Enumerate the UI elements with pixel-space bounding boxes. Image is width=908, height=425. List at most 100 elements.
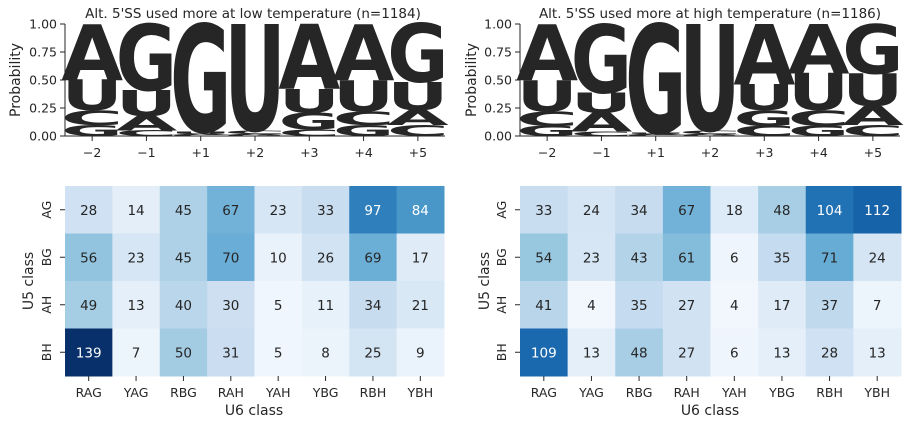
logo-letter-G: G xyxy=(387,9,448,102)
heatmap-cell xyxy=(349,328,398,377)
x-tick-label: RBG xyxy=(626,385,653,400)
heatmap-cell-label: 17 xyxy=(773,298,790,314)
logo-letter-C: C xyxy=(387,122,449,140)
heatmap-cell xyxy=(710,186,759,234)
heatmap-cell xyxy=(112,281,161,329)
heatmap-cell-label: 26 xyxy=(317,250,334,266)
heatmap-cell-label: 45 xyxy=(175,250,192,266)
heatmap-cell-label: 48 xyxy=(630,345,647,361)
heatmap-cell xyxy=(207,281,255,329)
heatmap-cell-label: 9 xyxy=(416,345,425,361)
heatmap-cell xyxy=(520,328,569,377)
heatmap-cell-label: 6 xyxy=(730,250,739,266)
logo-letter-G: G xyxy=(842,11,903,90)
x-tick-label: RAG xyxy=(531,385,557,400)
heatmap-high-xtick-labels: RAG YAG RBG RAH YAH YBG RBH YBH xyxy=(531,376,890,400)
heatmap-cell-label: 54 xyxy=(535,250,552,266)
logo-letter-C: C xyxy=(224,130,287,135)
heatmap-cell xyxy=(615,328,664,377)
heatmap-cell xyxy=(758,281,807,329)
heatmap-cell-label: 56 xyxy=(80,250,97,266)
x-tick-label: RAH xyxy=(218,385,244,400)
logo-letter-G: G xyxy=(734,106,795,131)
heatmap-cell-label: 10 xyxy=(270,250,287,266)
heatmap-cell-label: 21 xyxy=(412,298,429,314)
logo-letter-U: U xyxy=(625,132,686,134)
heatmap-cell xyxy=(301,328,350,377)
logo-low-ytick-labels: 0.00 0.25 0.50 0.75 1.00 xyxy=(29,17,65,144)
heatmap-cell xyxy=(349,233,398,282)
x-tick-label: RAH xyxy=(674,385,700,400)
heatmap-cell-label: 71 xyxy=(821,250,838,266)
logo-high-xtick-labels: −2 −1 +1 +2 +3 +4 +5 xyxy=(538,136,882,160)
logo-letter-U: U xyxy=(116,83,177,124)
logo-letter-G: G xyxy=(625,0,686,168)
heatmap-cell-label: 33 xyxy=(535,203,552,219)
heatmap-cell-label: 35 xyxy=(773,250,790,266)
logo-letter-A: A xyxy=(278,6,340,110)
heatmap-cell xyxy=(396,281,445,329)
logo-letter-C: C xyxy=(278,128,341,139)
heatmap-cell-label: 5 xyxy=(274,345,283,361)
x-tick-label: YAH xyxy=(721,385,747,400)
y-tick-label: 0.00 xyxy=(29,129,57,144)
x-tick-label: YBH xyxy=(863,385,890,400)
heatmap-cell-label: 112 xyxy=(864,203,890,219)
heatmap-cell xyxy=(758,328,807,377)
logo-letter-C: C xyxy=(516,108,578,131)
logo-letter-A: A xyxy=(61,9,123,98)
y-tick-label: 0.50 xyxy=(484,73,512,88)
y-tick-label: 0.75 xyxy=(484,45,512,60)
logo-letter-C: C xyxy=(332,108,395,130)
heatmap-cell-label: 50 xyxy=(175,345,192,361)
x-tick-label: YBH xyxy=(407,385,434,400)
logo-letter-U: U xyxy=(734,77,795,118)
logo-panel-low: Alt. 5'SS used more at low temperature (… xyxy=(8,0,449,167)
heatmap-cell-label: 33 xyxy=(317,203,334,219)
logo-low-ylabel: Probability xyxy=(8,43,24,117)
y-tick-label: AH xyxy=(494,296,509,314)
x-tick-label: YBG xyxy=(768,385,795,400)
heatmap-cell xyxy=(301,281,350,329)
heatmap-cell-label: 8 xyxy=(321,345,330,361)
logo-letter-A: A xyxy=(224,133,286,135)
logo-letter-G: G xyxy=(62,122,123,140)
heatmap-cell-label: 70 xyxy=(222,250,239,266)
x-tick-label: RBH xyxy=(360,385,387,400)
heatmap-cell xyxy=(805,328,854,377)
y-tick-label: 0.25 xyxy=(29,101,57,116)
heatmap-cell-label: 27 xyxy=(678,298,695,314)
x-tick-label: YAH xyxy=(265,385,291,400)
heatmap-cell xyxy=(615,281,664,329)
logo-letter-A: A xyxy=(170,133,232,135)
heatmap-cell-label: 7 xyxy=(873,298,882,314)
x-tick-label: +4 xyxy=(809,145,827,160)
heatmap-cell xyxy=(805,281,854,329)
y-tick-label: AH xyxy=(39,296,54,314)
heatmap-cell-label: 11 xyxy=(317,298,334,314)
logo-letter-G: G xyxy=(571,5,632,115)
heatmap-cell-label: 23 xyxy=(270,203,287,219)
heatmap-cell-label: 13 xyxy=(583,345,600,361)
y-tick-label: AG xyxy=(494,201,509,219)
x-tick-label: +1 xyxy=(191,145,209,160)
heatmap-cell xyxy=(254,186,303,234)
heatmap-cell xyxy=(567,281,616,329)
heatmap-cell xyxy=(805,233,854,282)
x-tick-label: +1 xyxy=(646,145,664,160)
heatmap-cell-label: 24 xyxy=(869,250,886,266)
logo-letter-A: A xyxy=(387,106,449,129)
heatmap-cell xyxy=(159,281,208,329)
heatmap-cell xyxy=(662,328,711,377)
heatmap-cell-label: 14 xyxy=(127,203,144,219)
heatmap-cell-label: 97 xyxy=(364,203,381,219)
heatmap-cell xyxy=(396,186,445,234)
heatmap-cell xyxy=(159,186,208,234)
heatmap-cell xyxy=(520,186,569,234)
logo-letter-U: U xyxy=(842,64,903,116)
heatmap-cell-label: 7 xyxy=(132,345,141,361)
heatmap-cell xyxy=(396,233,445,282)
logo-letter-G: G xyxy=(116,6,177,112)
